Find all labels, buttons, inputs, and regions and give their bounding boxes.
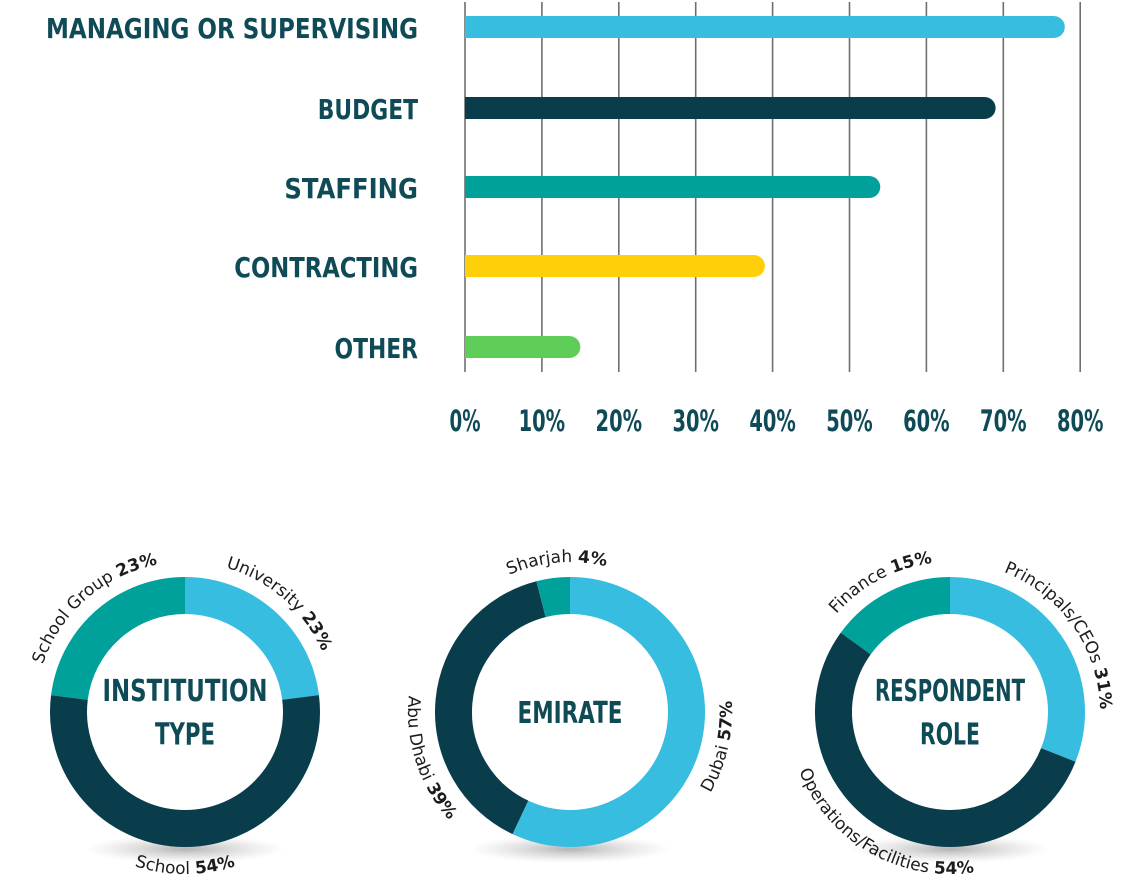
donut-center-label: EMIRATE [518, 696, 623, 731]
tick-label: 20% [596, 404, 643, 438]
donut-institution-type: University 23% School 54% School Group 23%… [15, 540, 355, 882]
tick-label: 0% [450, 404, 481, 438]
donut-slice [184, 577, 319, 701]
slice-percent: 39% [422, 779, 461, 823]
donut-svg: University 23%School 54%School Group 23%… [29, 550, 336, 879]
donut-slice [51, 577, 186, 701]
donut-shadow [850, 835, 1050, 863]
donut-slice [50, 695, 320, 847]
bar [465, 16, 1065, 38]
tick-label: 10% [519, 404, 566, 438]
donut-slice [815, 632, 1076, 847]
slice-percent: 4% [577, 547, 609, 571]
slice-percent: 54% [933, 857, 975, 879]
tick-label: 30% [672, 404, 719, 438]
bar [465, 97, 996, 119]
bar [465, 336, 581, 358]
tick-label: 60% [903, 404, 950, 438]
bar-base [465, 97, 476, 119]
slice-percent: 23% [113, 550, 159, 582]
category-label: MANAGING OR SUPERVISING [46, 12, 418, 45]
bar-base [465, 176, 476, 198]
tick-label: 70% [980, 404, 1027, 438]
slice-percent: 31% [1089, 666, 1115, 710]
bar-base [465, 16, 476, 38]
donut-slice [512, 577, 705, 847]
donut-center-label: ROLE [920, 718, 980, 753]
tick-label: 50% [826, 404, 873, 438]
slice-percent: 57% [715, 701, 738, 742]
donut-slice [949, 577, 1085, 762]
donut-slice [536, 577, 571, 618]
tick-label: 40% [749, 404, 796, 438]
bar [465, 176, 881, 198]
donut-svg: Dubai 57% Abu Dhabi 39% Sharjah 4% EMIRATE [403, 547, 738, 863]
category-label: STAFFING [284, 172, 418, 205]
donut-center-label: INSTITUTION [103, 674, 268, 709]
donut-shadow [470, 835, 670, 863]
donut-respondent-role: Principals/CEOs 31% Operations/Facilities… [780, 540, 1120, 882]
bar [465, 255, 765, 277]
bar-base [465, 255, 476, 277]
bar-chart: MANAGING OR SUPERVISING BUDGET STAFFING CON… [46, 2, 1104, 438]
slice-name: Dubai [697, 738, 734, 795]
category-label: CONTRACTING [234, 251, 418, 284]
category-label: BUDGET [318, 93, 418, 126]
donut-center-label: TYPE [155, 718, 215, 753]
donut-slice [435, 581, 547, 835]
donut-shadow [85, 835, 285, 863]
slice-name: Abu Dhabi [403, 695, 440, 789]
category-label: OTHER [335, 332, 419, 365]
donut-emirate: Dubai 57% Abu Dhabi 39% Sharjah 4% EMIRATE [400, 540, 740, 882]
donut-slice [840, 577, 951, 655]
slice-label: Sharjah 4% [503, 547, 609, 580]
tick-label: 80% [1057, 404, 1104, 438]
slice-percent: 15% [888, 548, 933, 578]
donut-svg: Principals/CEOs 31%Operations/Facilities… [794, 548, 1115, 879]
slice-name: Sharjah [503, 547, 578, 580]
bar-base [465, 336, 476, 358]
donut-center-label: RESPONDENT [875, 674, 1025, 709]
